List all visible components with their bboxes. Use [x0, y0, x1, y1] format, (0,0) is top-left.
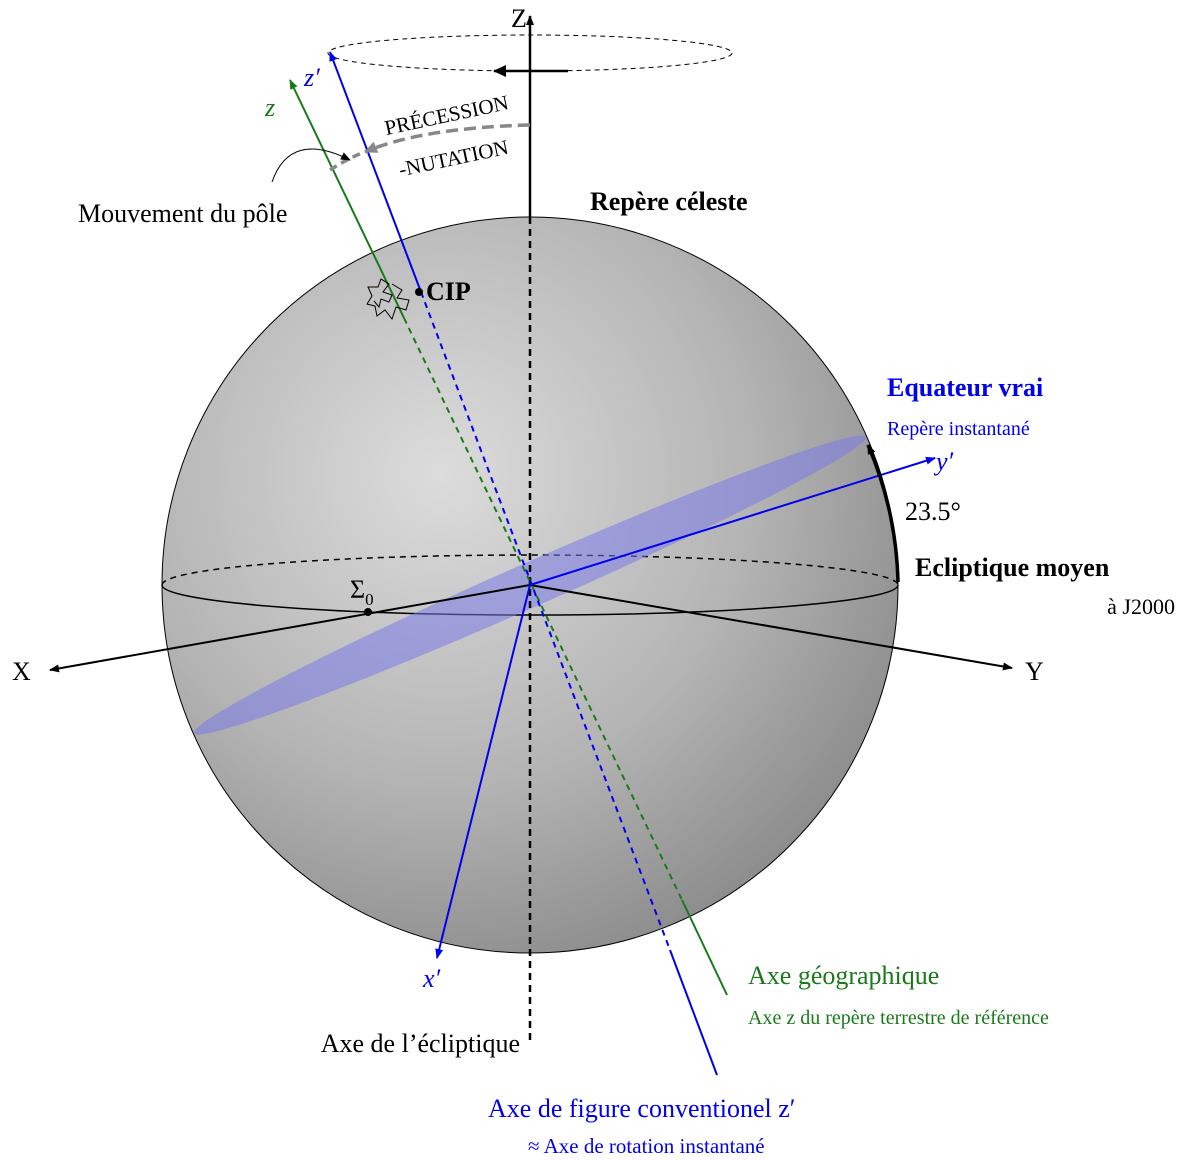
label-y-prime: y′ [933, 447, 954, 476]
geographic-axis-subtitle: Axe z du repère terrestre de référence [748, 1007, 1049, 1029]
cip-label: CIP [426, 277, 471, 306]
sigma0-point [364, 608, 372, 616]
label-z-prime: z′ [303, 63, 320, 92]
cip-point [415, 288, 423, 296]
label-z: z [264, 93, 275, 122]
figure-axis-bottom [670, 950, 717, 1075]
true-equator-subtitle: Repère instantané [887, 418, 1030, 440]
page: Z X Y z z′ x′ y′ PRÉCESSION -NUTATION Mo… [0, 0, 1187, 1160]
mean-ecliptic-subtitle: à J2000 [1107, 594, 1175, 619]
pole-motion-label: Mouvement du pôle [78, 199, 287, 228]
ecliptic-axis-label: Axe de l’écliptique [321, 1029, 520, 1058]
figure-axis-subtitle: ≈ Axe de rotation instantané [528, 1134, 765, 1158]
sigma0-subscript: 0 [365, 590, 374, 609]
geographic-axis-title: Axe géographique [748, 961, 939, 990]
mean-ecliptic-title: Ecliptique moyen [915, 553, 1110, 582]
figure-axis-title: Axe de figure conventionel z′ [488, 1094, 795, 1123]
true-equator-title: Equateur vrai [887, 373, 1043, 402]
sigma0-symbol: Σ [350, 575, 365, 604]
label-Z: Z [511, 4, 527, 33]
label-x-prime: x′ [422, 964, 441, 993]
label-Y: Y [1025, 657, 1044, 686]
label-X: X [12, 657, 31, 686]
geographic-axis-bottom [682, 900, 727, 995]
nutation-label: -NUTATION [397, 135, 511, 182]
diagram: Z X Y z z′ x′ y′ PRÉCESSION -NUTATION Mo… [0, 0, 1187, 1160]
pole-motion-arrow [272, 149, 350, 182]
obliquity-label: 23.5° [905, 497, 961, 526]
celestial-frame-label: Repère céleste [590, 187, 748, 216]
precession-path-tail [330, 153, 362, 170]
